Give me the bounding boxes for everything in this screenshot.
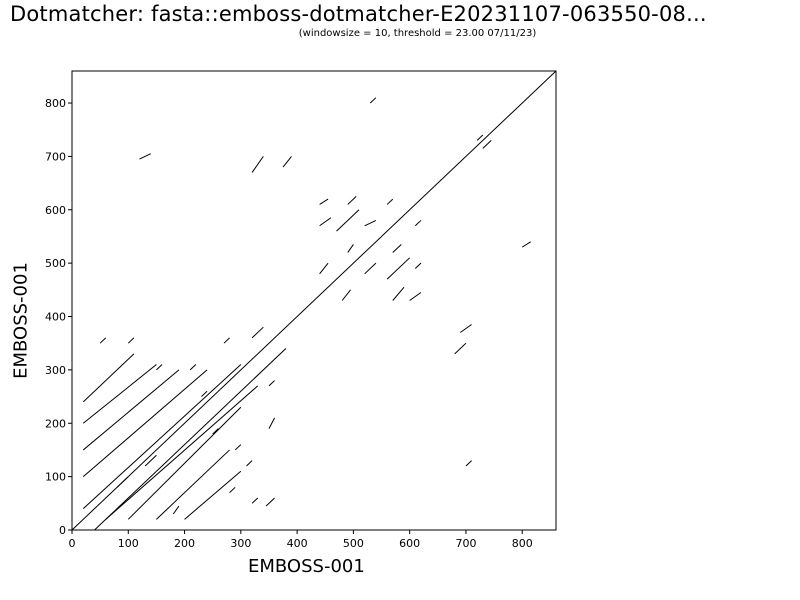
match-segment <box>246 460 253 467</box>
x-tick-label: 300 <box>230 537 251 550</box>
match-segment <box>369 97 377 104</box>
match-segment <box>99 337 107 344</box>
x-tick-label: 500 <box>343 537 364 550</box>
chart-title: Dotmatcher: fasta::emboss-dotmatcher-E20… <box>10 2 707 26</box>
match-segment <box>465 460 472 467</box>
x-tick-label: 400 <box>287 537 308 550</box>
match-segment <box>268 417 276 429</box>
match-segment <box>94 348 287 531</box>
match-segment <box>139 153 152 160</box>
match-segment <box>319 198 329 205</box>
match-segment <box>265 497 275 507</box>
match-segment <box>234 444 242 451</box>
match-segment <box>223 337 230 344</box>
match-segment <box>392 286 405 301</box>
match-segment <box>156 364 163 371</box>
match-segment <box>386 198 394 205</box>
match-segment <box>414 262 422 269</box>
y-tick-label: 700 <box>45 150 66 163</box>
match-segment <box>82 364 242 510</box>
match-segment <box>386 257 411 280</box>
y-tick-label: 800 <box>45 97 66 110</box>
match-segment <box>392 244 402 253</box>
match-segment <box>476 134 484 141</box>
x-tick-label: 600 <box>399 537 420 550</box>
x-tick-label: 200 <box>174 537 195 550</box>
diagonal-match-line <box>71 70 557 531</box>
match-segment <box>341 289 351 301</box>
match-segment <box>116 476 129 488</box>
x-tick-label: 700 <box>455 537 476 550</box>
match-segment <box>105 385 259 520</box>
match-segment <box>482 140 492 149</box>
match-segment <box>184 470 242 520</box>
match-segment <box>251 326 264 339</box>
match-segment <box>347 244 354 253</box>
match-segment <box>347 196 357 205</box>
x-tick-label: 800 <box>512 537 533 550</box>
match-segment <box>364 219 377 227</box>
match-segment <box>127 406 242 520</box>
match-segment <box>189 364 197 371</box>
match-segment <box>172 505 180 515</box>
match-segment <box>282 156 292 168</box>
match-segment <box>251 497 259 504</box>
y-tick-label: 600 <box>45 204 66 217</box>
match-segment <box>82 353 135 403</box>
match-segment <box>409 292 422 301</box>
match-segment <box>127 337 135 344</box>
chart-subtitle: (windowsize = 10, threshold = 23.00 07/1… <box>298 28 537 39</box>
match-segment <box>251 156 264 173</box>
match-segment <box>319 262 329 275</box>
match-segment <box>212 428 219 435</box>
match-segment <box>460 324 472 333</box>
y-tick-label: 300 <box>45 364 66 377</box>
x-tick-label: 0 <box>69 537 76 550</box>
match-segment <box>201 390 208 397</box>
x-axis-label: EMBOSS-001 <box>248 556 365 577</box>
match-segment <box>229 486 236 494</box>
x-tick-label: 100 <box>118 537 139 550</box>
plot-frame <box>71 70 557 531</box>
match-segment <box>82 364 157 424</box>
match-segment <box>82 369 208 478</box>
y-tick-label: 100 <box>45 471 66 484</box>
y-tick-label: 0 <box>59 524 66 537</box>
match-segment <box>268 380 275 387</box>
y-tick-label: 500 <box>45 257 66 270</box>
match-segment <box>82 369 180 451</box>
match-segment <box>521 241 531 248</box>
match-segment <box>319 217 332 227</box>
y-tick-label: 400 <box>45 311 66 324</box>
match-segment <box>454 342 467 355</box>
match-segment <box>144 454 157 467</box>
match-segment <box>414 220 422 227</box>
match-segment <box>156 449 230 520</box>
match-segment <box>364 262 377 275</box>
y-tick-label: 200 <box>45 417 66 430</box>
match-segment <box>336 209 360 232</box>
